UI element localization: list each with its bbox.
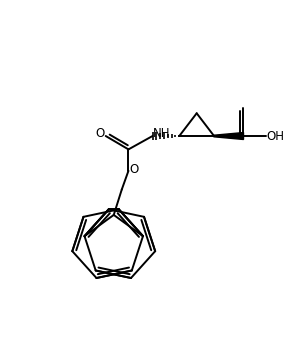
Text: O: O: [95, 127, 105, 140]
Text: O: O: [129, 163, 138, 176]
Text: OH: OH: [267, 129, 284, 143]
Text: NH: NH: [153, 127, 171, 140]
Polygon shape: [214, 133, 243, 140]
